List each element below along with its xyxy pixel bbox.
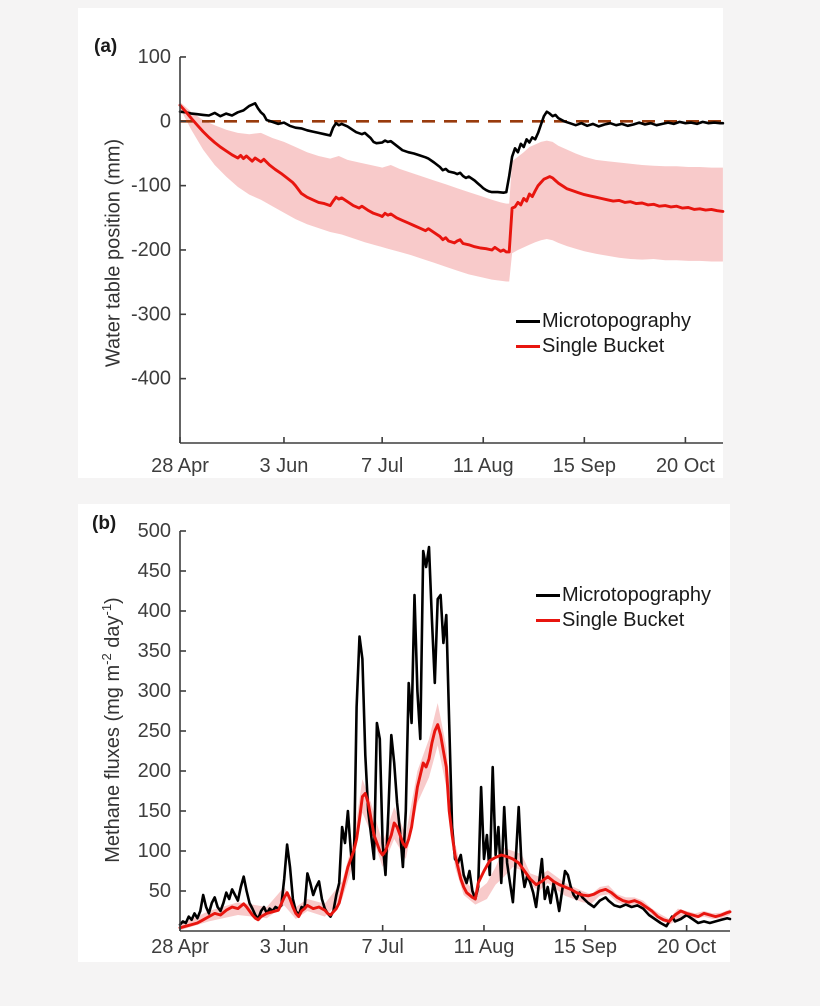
- panel-a-y-axis-title: Water table position (mm): [102, 138, 125, 368]
- legend-label: Single Bucket: [542, 335, 665, 357]
- legend-label: Single Bucket: [562, 609, 685, 631]
- x-tick-label: 11 Aug: [453, 455, 514, 477]
- y-tick-label: 100: [138, 46, 171, 68]
- ylabel-superscript: -1: [99, 603, 115, 616]
- x-tick-label: 15 Sep: [553, 455, 616, 477]
- y-tick-label: 300: [138, 680, 171, 702]
- ylabel-superscript: -2: [99, 653, 115, 665]
- ylabel-text: ): [101, 597, 124, 604]
- x-tick-label: 3 Jun: [259, 455, 308, 477]
- methane-flux-chart: 500 450 400 350 300 250 200 150 100 50 28 Apr 3 Jun…: [138, 520, 732, 958]
- uncertainty-band: [180, 703, 730, 931]
- x-tick-label: 28 Apr: [151, 455, 209, 477]
- microtopography-line-swatch: [536, 594, 560, 597]
- ylabel-text: Methane fluxes (mg m: [101, 664, 124, 863]
- y-tick-label: 350: [138, 640, 171, 662]
- y-tick-label: -200: [131, 239, 171, 261]
- series-line-microtopography: [178, 102, 725, 194]
- y-tick-label: 200: [138, 760, 171, 782]
- panel-b-methane-flux: 500 450 400 350 300 250 200 150 100 50 28 Apr 3 Jun…: [78, 504, 732, 962]
- legend-entry-microtopography: Microtopography: [516, 309, 691, 334]
- uncertainty-band: [180, 102, 723, 282]
- y-tick-label: 400: [138, 600, 171, 622]
- x-tick-label: 7 Jul: [362, 936, 404, 958]
- panel-b-legend: Microtopography Single Bucket: [536, 583, 711, 633]
- water-table-chart: 100 0 -100 -200 -300 -400 28 Apr 3 Jun 7 Jul 11 A…: [131, 46, 725, 477]
- y-tick-label: 250: [138, 720, 171, 742]
- single-bucket-line-swatch: [516, 345, 540, 348]
- ylabel-text: day: [101, 615, 124, 654]
- x-tick-label: 28 Apr: [151, 936, 209, 958]
- series-line-single-bucket: [178, 723, 732, 930]
- y-tick-label: 50: [149, 880, 171, 902]
- y-tick-label: 0: [160, 110, 171, 132]
- single-bucket-line-swatch: [536, 619, 560, 622]
- legend-entry-microtopography: Microtopography: [536, 583, 711, 608]
- microtopography-line-swatch: [516, 320, 540, 323]
- panel-b-y-axis-title: Methane fluxes (mg m-2 day-1): [99, 597, 125, 862]
- x-tick-label: 3 Jun: [260, 936, 309, 958]
- x-tick-label: 15 Sep: [554, 936, 617, 958]
- legend-label: Microtopography: [562, 584, 711, 606]
- y-tick-label: 100: [138, 840, 171, 862]
- y-tick-label: 150: [138, 800, 171, 822]
- series-line-single-bucket: [178, 103, 725, 254]
- y-tick-label: -100: [131, 175, 171, 197]
- panel-b-label: (b): [92, 513, 117, 534]
- y-tick-label: -400: [131, 368, 171, 390]
- x-tick-label: 7 Jul: [361, 455, 403, 477]
- legend-label: Microtopography: [542, 310, 691, 332]
- x-tick-label: 20 Oct: [656, 455, 715, 477]
- x-tick-label: 20 Oct: [657, 936, 716, 958]
- legend-entry-single-bucket: Single Bucket: [536, 608, 711, 633]
- panel-a-legend: Microtopography Single Bucket: [516, 309, 691, 359]
- panel-a-label: (a): [94, 36, 118, 57]
- x-tick-label: 11 Aug: [454, 936, 515, 958]
- legend-entry-single-bucket: Single Bucket: [516, 334, 691, 359]
- panel-a-water-table: 100 0 -100 -200 -300 -400 28 Apr 3 Jun 7 Jul 11 A…: [78, 8, 725, 478]
- y-tick-label: 500: [138, 520, 171, 542]
- y-tick-label: 450: [138, 560, 171, 582]
- y-tick-label: -300: [131, 303, 171, 325]
